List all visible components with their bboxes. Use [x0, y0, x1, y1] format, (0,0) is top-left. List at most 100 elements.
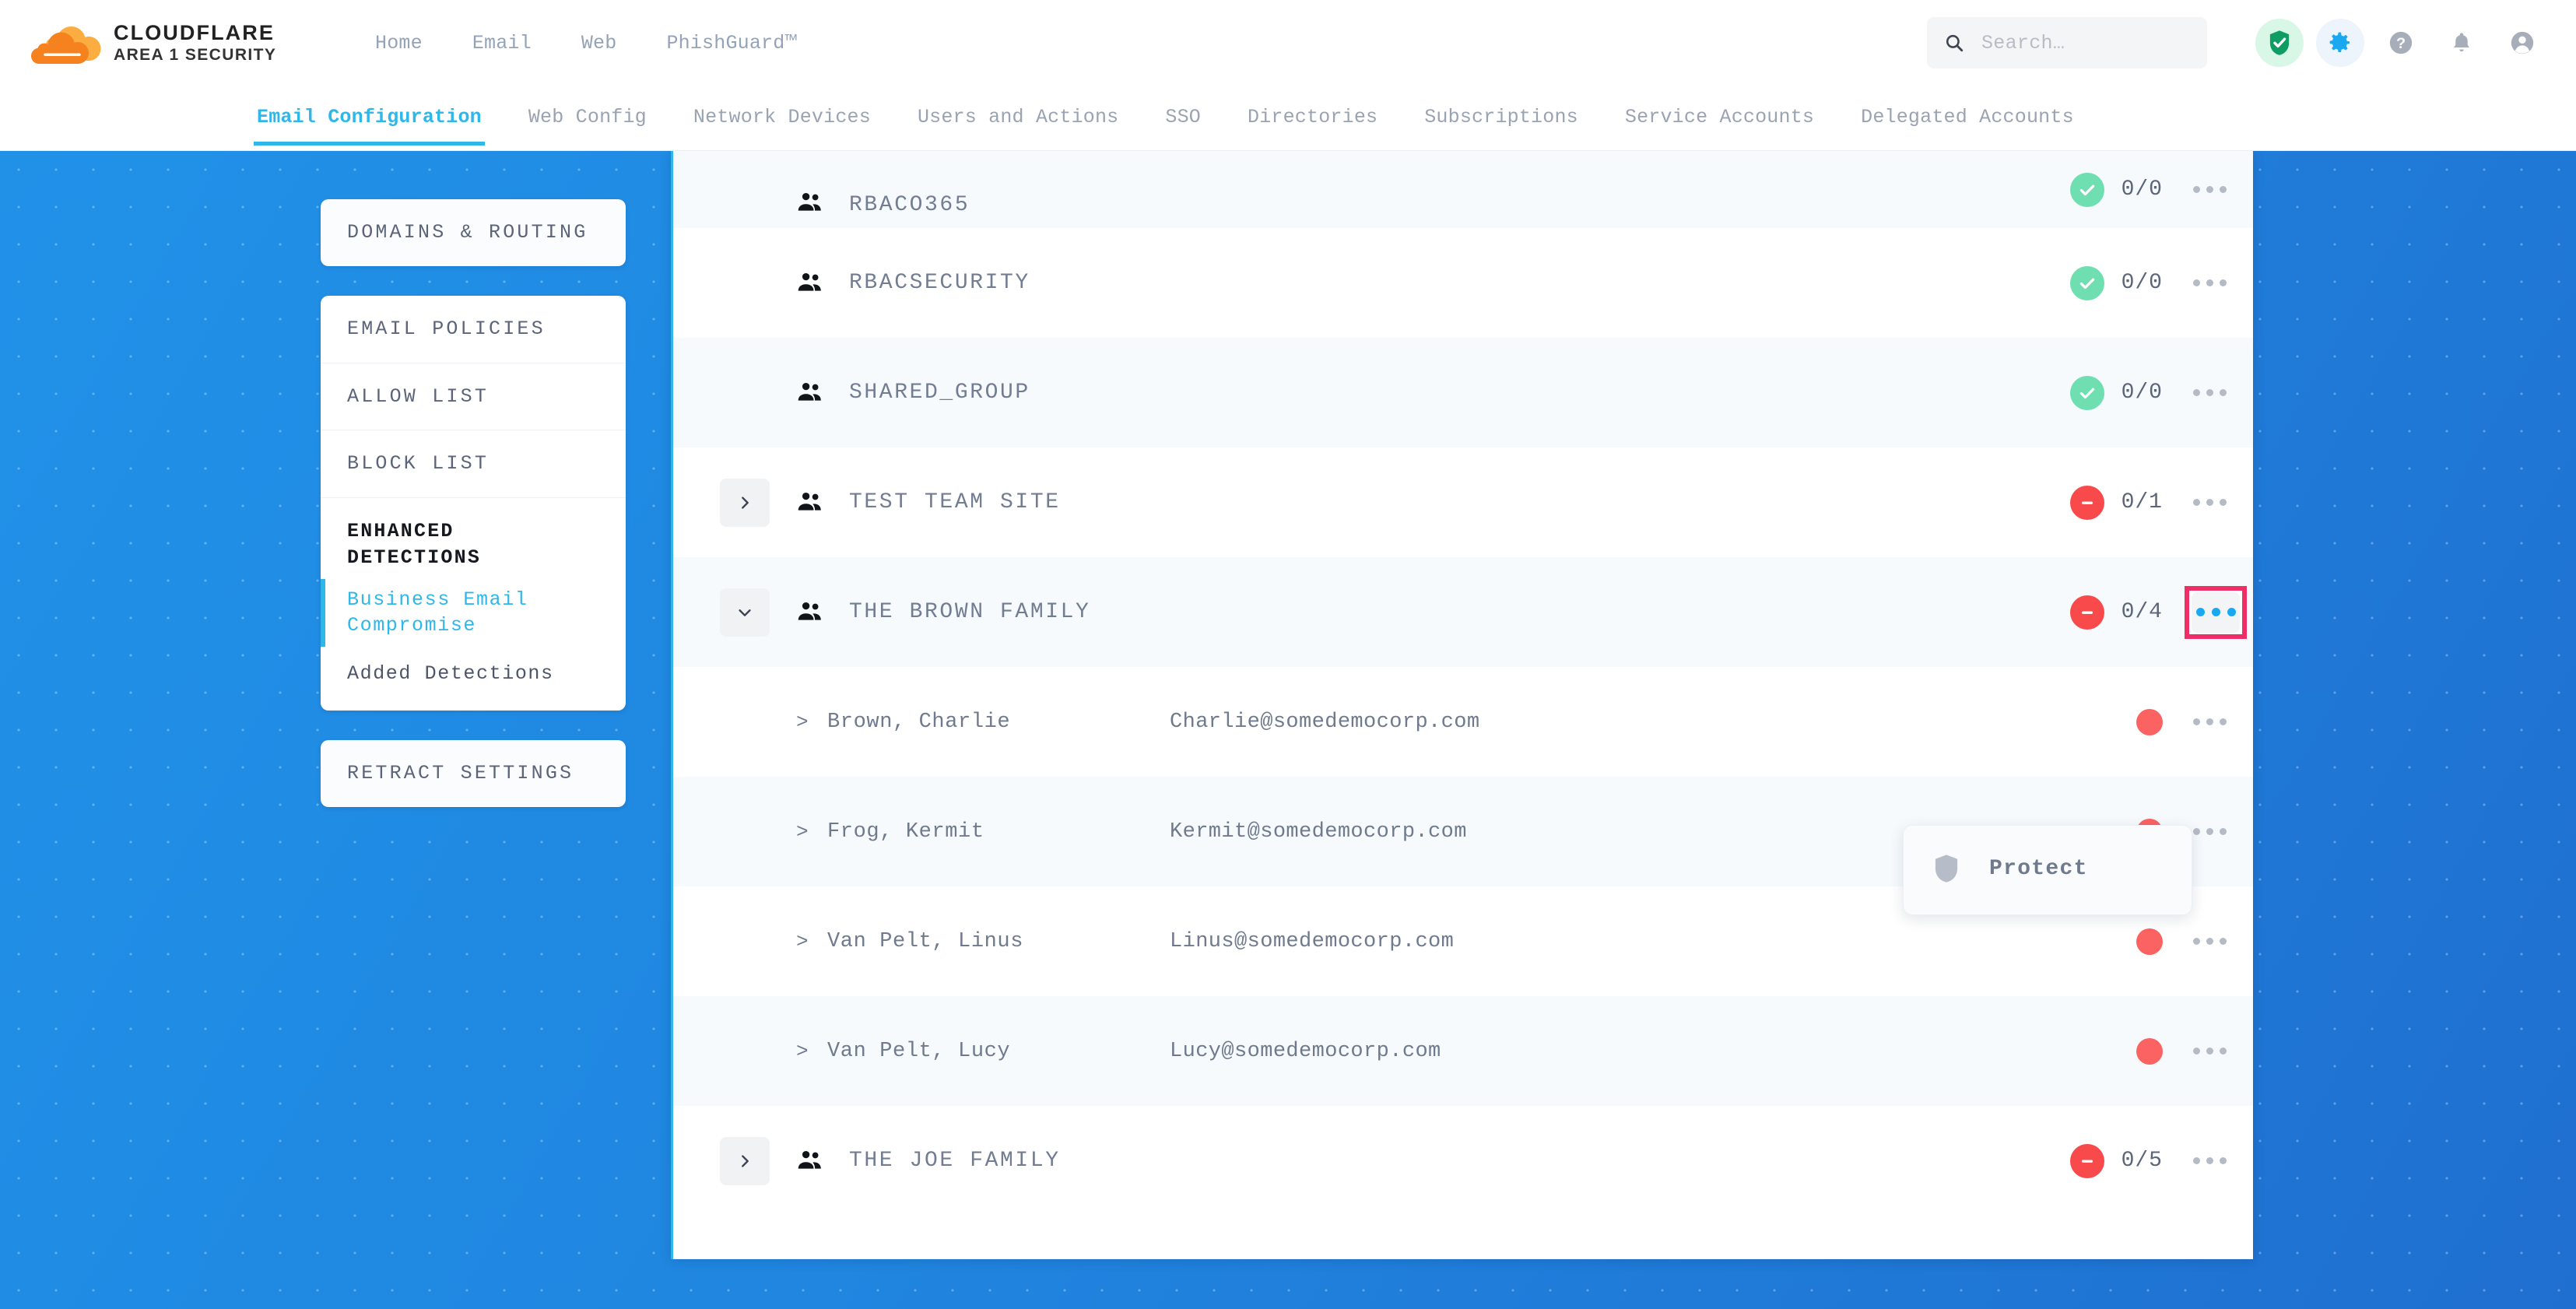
chevron-right-icon — [742, 496, 749, 509]
tab-service-accounts[interactable]: Service Accounts — [1624, 106, 1815, 128]
cloudflare-cloud-icon — [31, 26, 101, 64]
sidebar-card-retract: RETRACT SETTINGS — [321, 739, 626, 807]
user-email: Kermit@somedemocorp.com — [1170, 819, 1467, 844]
row-actions-menu-button-active[interactable] — [2185, 585, 2247, 639]
status-dot — [2136, 708, 2163, 735]
nav-item-phishguard[interactable]: PhishGuard™ — [666, 31, 797, 54]
expand-row-button[interactable] — [720, 478, 770, 527]
row-actions-menu-button[interactable] — [2188, 173, 2231, 207]
sidebar-item-business-email-compromise[interactable]: Business Email Compromise — [321, 578, 626, 647]
search-input[interactable]: Search… — [1927, 17, 2207, 68]
help-icon[interactable]: ? — [2377, 19, 2425, 67]
status-blocked-badge — [2069, 595, 2104, 630]
user-name: Brown, Charlie — [827, 710, 1011, 734]
group-status: 0/5 — [2069, 1143, 2163, 1178]
expand-row-button[interactable] — [720, 1136, 770, 1185]
user-email: Lucy@somedemocorp.com — [1170, 1039, 1441, 1063]
row-actions-menu-button[interactable] — [2188, 266, 2231, 300]
tab-network-devices[interactable]: Network Devices — [693, 106, 871, 128]
nav-item-web[interactable]: Web — [581, 31, 617, 54]
tab-list: Email Configuration Web Config Network D… — [233, 86, 2097, 146]
tab-users-and-actions[interactable]: Users and Actions — [917, 106, 1119, 128]
menu-item-protect[interactable]: Protect — [1904, 840, 2192, 900]
section-tab-bar: Email Configuration Web Config Network D… — [0, 86, 2576, 151]
list-item[interactable]: > Van Pelt, Lucy Lucy@somedemocorp.com — [673, 996, 2253, 1106]
group-counts: 0/5 — [2121, 1149, 2163, 1173]
brand-logo-block[interactable]: CLOUDFLARE AREA 1 SECURITY — [31, 21, 335, 65]
row-actions-menu-button[interactable] — [2188, 486, 2231, 520]
tab-email-configuration[interactable]: Email Configuration — [233, 86, 505, 146]
row-actions-menu-button[interactable] — [2188, 376, 2231, 410]
table-row[interactable]: RBACSECURITY 0/0 — [673, 228, 2253, 338]
row-actions-menu-button[interactable] — [2188, 1144, 2231, 1178]
top-header-bar: CLOUDFLARE AREA 1 SECURITY Home Email We… — [0, 0, 2576, 86]
chevron-down-icon — [739, 609, 751, 616]
group-counts: 0/0 — [2121, 271, 2163, 295]
user-status — [2136, 708, 2163, 735]
tab-web-config[interactable]: Web Config — [528, 106, 647, 128]
group-status: 0/4 — [2069, 595, 2163, 630]
sidebar-group-enhanced-detections: ENHANCED DETECTIONS — [347, 520, 482, 569]
tab-subscriptions[interactable]: Subscriptions — [1424, 106, 1578, 128]
group-name: TEST TEAM SITE — [849, 490, 1061, 514]
user-status — [2136, 928, 2163, 955]
sidebar-item-email-policies[interactable]: EMAIL POLICIES — [321, 296, 626, 363]
people-group-icon — [798, 1150, 821, 1169]
settings-sidebar: DOMAINS & ROUTING EMAIL POLICIES ALLOW L… — [321, 199, 626, 837]
people-group-icon — [798, 272, 821, 291]
row-actions-menu-button[interactable] — [2188, 815, 2231, 849]
gear-icon[interactable] — [2316, 19, 2364, 67]
brand-subname: AREA 1 SECURITY — [114, 46, 277, 65]
account-icon[interactable] — [2498, 19, 2546, 67]
nav-item-email[interactable]: Email — [472, 31, 532, 54]
tab-delegated-accounts[interactable]: Delegated Accounts — [1861, 106, 2074, 128]
user-email: Linus@somedemocorp.com — [1170, 929, 1455, 953]
status-ok-badge — [2069, 265, 2104, 300]
search-icon — [1946, 34, 1964, 52]
group-status: 0/0 — [2069, 172, 2163, 207]
row-actions-menu-button[interactable] — [2188, 705, 2231, 739]
user-name: Van Pelt, Lucy — [827, 1039, 1011, 1063]
group-status: 0/0 — [2069, 265, 2163, 300]
list-item[interactable]: > Brown, Charlie Charlie@somedemocorp.co… — [673, 667, 2253, 777]
group-counts: 0/0 — [2121, 177, 2163, 202]
list-item[interactable]: > Frog, Kermit Kermit@somedemocorp.com — [673, 777, 2253, 886]
sidebar-item-added-detections[interactable]: Added Detections — [347, 662, 554, 685]
tab-sso[interactable]: SSO — [1165, 106, 1201, 128]
table-row[interactable]: TEST TEAM SITE 0/1 — [673, 447, 2253, 557]
user-arrow-icon: > — [796, 1039, 809, 1063]
sidebar-item-retract-settings[interactable]: RETRACT SETTINGS — [347, 761, 574, 784]
user-name: Frog, Kermit — [827, 819, 984, 844]
sidebar-item-allow-list[interactable]: ALLOW LIST — [321, 363, 626, 431]
nav-item-home[interactable]: Home — [375, 31, 423, 54]
row-actions-menu-button[interactable] — [2188, 1034, 2231, 1069]
expand-placeholder — [720, 259, 770, 307]
user-arrow-icon: > — [796, 929, 809, 953]
people-group-icon — [798, 192, 821, 211]
group-name: THE BROWN FAMILY — [849, 600, 1091, 624]
collapse-row-button[interactable] — [720, 588, 770, 637]
people-group-icon — [798, 492, 821, 511]
primary-nav: Home Email Web PhishGuard™ — [350, 32, 822, 54]
row-actions-menu-button[interactable] — [2188, 925, 2231, 959]
status-dot — [2136, 928, 2163, 955]
tab-directories[interactable]: Directories — [1248, 106, 1378, 128]
user-name: Van Pelt, Linus — [827, 929, 1024, 953]
table-row[interactable]: THE JOE FAMILY 0/5 — [673, 1106, 2253, 1216]
table-row[interactable]: SHARED_GROUP 0/0 — [673, 338, 2253, 447]
bell-icon[interactable] — [2437, 19, 2486, 67]
user-arrow-icon: > — [796, 710, 809, 734]
table-row[interactable]: THE BROWN FAMILY 0/4 — [673, 557, 2253, 667]
chevron-right-icon — [742, 1154, 749, 1167]
page-body: DOMAINS & ROUTING EMAIL POLICIES ALLOW L… — [0, 151, 2576, 1309]
expand-placeholder — [720, 169, 770, 217]
shield-icon — [1935, 855, 1958, 883]
status-blocked-badge — [2069, 1143, 2104, 1178]
sidebar-item-domains-routing[interactable]: DOMAINS & ROUTING — [347, 221, 588, 244]
group-name: RBACO365 — [849, 193, 970, 217]
user-email: Charlie@somedemocorp.com — [1170, 710, 1480, 734]
shield-check-icon[interactable] — [2255, 19, 2304, 67]
sidebar-item-block-list[interactable]: BLOCK LIST — [321, 430, 626, 498]
header-actions: Search… ? — [1927, 0, 2546, 86]
table-row[interactable]: RBACO365 0/0 — [673, 151, 2253, 228]
